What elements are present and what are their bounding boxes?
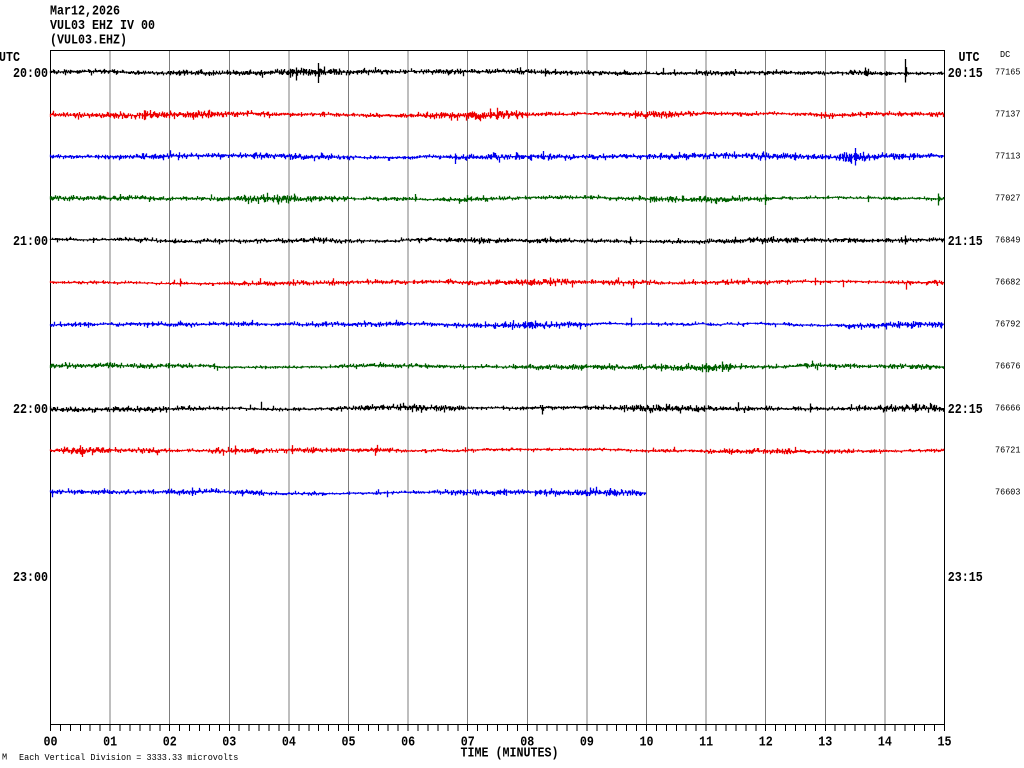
svg-text:14: 14 [878, 736, 892, 751]
svg-text:Mar12,2026: Mar12,2026 [50, 5, 120, 20]
svg-text:23:00: 23:00 [13, 571, 48, 586]
svg-text:76849: 76849 [995, 235, 1021, 246]
svg-text:11: 11 [699, 736, 713, 751]
svg-text:76682: 76682 [995, 277, 1021, 288]
svg-text:13: 13 [818, 736, 832, 751]
svg-text:76721: 76721 [995, 445, 1021, 456]
svg-text:21:00: 21:00 [13, 235, 48, 250]
svg-text:TIME (MINUTES): TIME (MINUTES) [461, 747, 559, 762]
svg-text:76792: 76792 [995, 319, 1021, 330]
svg-text:76603: 76603 [995, 487, 1021, 498]
svg-text:15: 15 [938, 736, 952, 751]
svg-text:08: 08 [520, 736, 534, 751]
svg-text:77137: 77137 [995, 109, 1021, 120]
svg-text:07: 07 [461, 736, 475, 751]
svg-text:20:00: 20:00 [13, 67, 48, 82]
svg-text:77027: 77027 [995, 193, 1021, 204]
svg-text:77165: 77165 [995, 67, 1021, 78]
svg-text:DC: DC [1000, 49, 1010, 60]
svg-text:(VUL03.EHZ): (VUL03.EHZ) [50, 34, 127, 49]
svg-text:76666: 76666 [995, 403, 1021, 414]
svg-text:76676: 76676 [995, 361, 1021, 372]
svg-text:03: 03 [222, 736, 236, 751]
svg-text:01: 01 [103, 736, 117, 751]
svg-text:22:15: 22:15 [948, 403, 983, 418]
svg-text:09: 09 [580, 736, 594, 751]
svg-text:02: 02 [163, 736, 177, 751]
svg-text:04: 04 [282, 736, 296, 751]
svg-text:00: 00 [44, 736, 58, 751]
svg-text:20:15: 20:15 [948, 67, 983, 82]
svg-text:21:15: 21:15 [948, 235, 983, 250]
svg-text:23:15: 23:15 [948, 571, 983, 586]
svg-text:VUL03 EHZ IV 00: VUL03 EHZ IV 00 [50, 19, 155, 34]
svg-text:10: 10 [640, 736, 654, 751]
svg-text:05: 05 [342, 736, 356, 751]
svg-text:UTC: UTC [0, 51, 20, 66]
svg-text:77113: 77113 [995, 151, 1021, 162]
svg-text:06: 06 [401, 736, 415, 751]
svg-text:Each Vertical Division = 3333.: Each Vertical Division = 3333.33 microvo… [19, 752, 238, 763]
svg-text:M: M [2, 752, 7, 763]
svg-text:12: 12 [759, 736, 773, 751]
svg-text:22:00: 22:00 [13, 403, 48, 418]
svg-text:UTC: UTC [959, 51, 980, 66]
